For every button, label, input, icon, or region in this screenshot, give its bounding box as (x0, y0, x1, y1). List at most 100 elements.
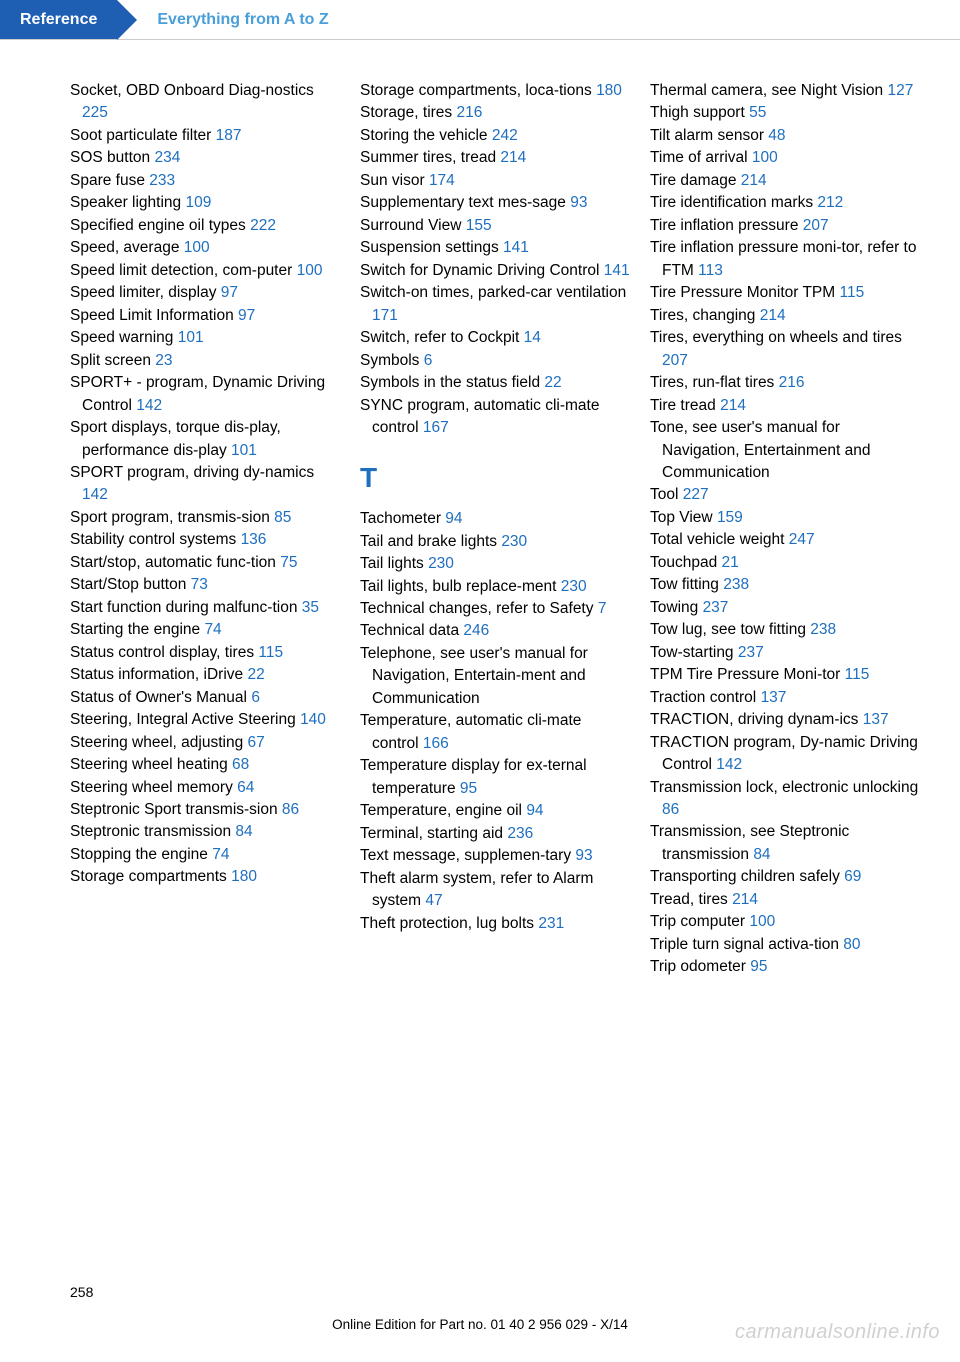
index-entry: Switch-on times, parked-car ventilation … (360, 282, 630, 327)
index-page-ref[interactable]: 14 (524, 329, 541, 346)
index-page-ref[interactable]: 64 (237, 779, 254, 796)
index-page-ref[interactable]: 7 (598, 600, 607, 617)
index-page-ref[interactable]: 22 (544, 374, 561, 391)
index-page-ref[interactable]: 100 (184, 239, 210, 256)
index-page-ref[interactable]: 94 (526, 802, 543, 819)
index-page-ref[interactable]: 141 (503, 239, 529, 256)
index-page-ref[interactable]: 246 (463, 622, 489, 639)
index-page-ref[interactable]: 230 (428, 555, 454, 572)
index-page-ref[interactable]: 75 (280, 554, 297, 571)
index-page-ref[interactable]: 222 (250, 217, 276, 234)
index-page-ref[interactable]: 212 (817, 194, 843, 211)
index-page-ref[interactable]: 100 (297, 262, 323, 279)
index-page-ref[interactable]: 115 (258, 644, 283, 661)
index-page-ref[interactable]: 95 (750, 958, 767, 975)
index-page-ref[interactable]: 69 (844, 868, 861, 885)
index-page-ref[interactable]: 47 (425, 892, 442, 909)
index-page-ref[interactable]: 237 (738, 644, 764, 661)
index-page-ref[interactable]: 136 (241, 531, 267, 548)
index-page-ref[interactable]: 113 (698, 262, 723, 279)
index-entry-text: Speed warning (70, 329, 173, 346)
index-page-ref[interactable]: 142 (82, 486, 108, 503)
index-page-ref[interactable]: 171 (372, 307, 398, 324)
index-page-ref[interactable]: 6 (251, 689, 260, 706)
index-page-ref[interactable]: 55 (749, 104, 766, 121)
index-page-ref[interactable]: 230 (561, 578, 587, 595)
index-page-ref[interactable]: 101 (231, 442, 257, 459)
index-page-ref[interactable]: 180 (596, 82, 622, 99)
index-page-ref[interactable]: 101 (178, 329, 204, 346)
index-page-ref[interactable]: 234 (154, 149, 180, 166)
index-page-ref[interactable]: 242 (492, 127, 518, 144)
index-page-ref[interactable]: 174 (429, 172, 455, 189)
index-page-ref[interactable]: 137 (761, 689, 787, 706)
index-page-ref[interactable]: 93 (570, 194, 587, 211)
index-page-ref[interactable]: 214 (741, 172, 767, 189)
index-page-ref[interactable]: 73 (191, 576, 208, 593)
index-page-ref[interactable]: 214 (732, 891, 758, 908)
index-page-ref[interactable]: 86 (662, 801, 679, 818)
index-page-ref[interactable]: 141 (604, 262, 630, 279)
index-page-ref[interactable]: 48 (768, 127, 785, 144)
index-entry: SPORT+ - program, Dynamic Driving Contro… (70, 372, 340, 417)
index-entry: Storage, tires 216 (360, 102, 630, 124)
index-page-ref[interactable]: 214 (720, 397, 746, 414)
index-page-ref[interactable]: 207 (803, 217, 829, 234)
index-page-ref[interactable]: 166 (423, 735, 449, 752)
index-page-ref[interactable]: 80 (843, 936, 860, 953)
index-page-ref[interactable]: 180 (231, 868, 257, 885)
index-page-ref[interactable]: 142 (716, 756, 742, 773)
index-page-ref[interactable]: 207 (662, 352, 688, 369)
index-page-ref[interactable]: 97 (238, 307, 255, 324)
index-page-ref[interactable]: 216 (779, 374, 805, 391)
index-page-ref[interactable]: 216 (457, 104, 483, 121)
index-page-ref[interactable]: 230 (501, 533, 527, 550)
index-entry: TRACTION, driving dynam‐ics 137 (650, 709, 920, 731)
index-page-ref[interactable]: 140 (300, 711, 326, 728)
index-page-ref[interactable]: 167 (423, 419, 449, 436)
index-page-ref[interactable]: 127 (888, 82, 914, 99)
index-page-ref[interactable]: 187 (216, 127, 242, 144)
index-page-ref[interactable]: 227 (683, 486, 709, 503)
index-page-ref[interactable]: 238 (810, 621, 836, 638)
index-page-ref[interactable]: 93 (575, 847, 592, 864)
index-page-ref[interactable]: 97 (221, 284, 238, 301)
index-page-ref[interactable]: 231 (538, 915, 564, 932)
index-page-ref[interactable]: 233 (149, 172, 175, 189)
index-entry: Tail lights 230 (360, 553, 630, 575)
index-page-ref[interactable]: 214 (500, 149, 526, 166)
index-page-ref[interactable]: 115 (845, 666, 870, 683)
index-page-ref[interactable]: 21 (722, 554, 739, 571)
index-page-ref[interactable]: 236 (507, 825, 533, 842)
index-page-ref[interactable]: 67 (248, 734, 265, 751)
index-page-ref[interactable]: 84 (753, 846, 770, 863)
index-page-ref[interactable]: 95 (460, 780, 477, 797)
index-entry: Soot particulate filter 187 (70, 125, 340, 147)
index-page-ref[interactable]: 85 (274, 509, 291, 526)
index-page-ref[interactable]: 74 (204, 621, 221, 638)
index-page-ref[interactable]: 225 (82, 104, 108, 121)
index-page-ref[interactable]: 214 (760, 307, 786, 324)
index-page-ref[interactable]: 6 (424, 352, 433, 369)
index-page-ref[interactable]: 35 (302, 599, 319, 616)
index-page-ref[interactable]: 109 (185, 194, 211, 211)
index-page-ref[interactable]: 94 (445, 510, 462, 527)
index-page-ref[interactable]: 142 (136, 397, 162, 414)
index-page-ref[interactable]: 23 (155, 352, 172, 369)
index-page-ref[interactable]: 115 (840, 284, 865, 301)
index-page-ref[interactable]: 100 (749, 913, 775, 930)
index-page-ref[interactable]: 247 (789, 531, 815, 548)
index-page-ref[interactable]: 86 (282, 801, 299, 818)
index-page-ref[interactable]: 237 (703, 599, 729, 616)
index-page-ref[interactable]: 100 (752, 149, 778, 166)
index-page-ref[interactable]: 68 (232, 756, 249, 773)
index-page-ref[interactable]: 137 (863, 711, 889, 728)
index-entry-text: Tread, tires (650, 891, 728, 908)
index-page-ref[interactable]: 22 (247, 666, 264, 683)
index-page-ref[interactable]: 159 (717, 509, 743, 526)
index-entry: Technical data 246 (360, 620, 630, 642)
index-page-ref[interactable]: 74 (212, 846, 229, 863)
index-page-ref[interactable]: 84 (235, 823, 252, 840)
index-page-ref[interactable]: 155 (466, 217, 492, 234)
index-page-ref[interactable]: 238 (723, 576, 749, 593)
